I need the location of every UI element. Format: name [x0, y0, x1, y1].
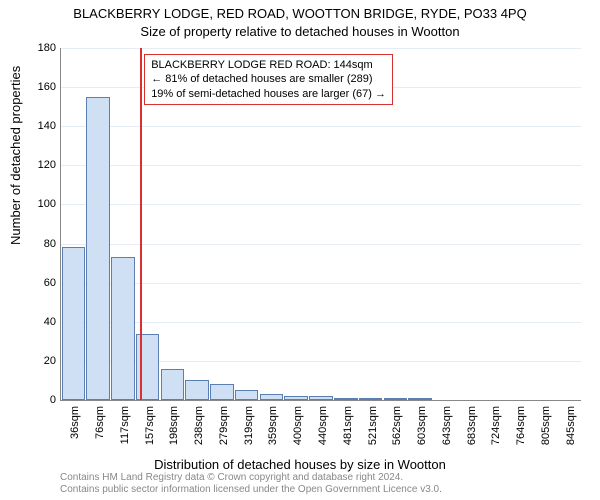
annotation-line: BLACKBERRY LODGE RED ROAD: 144sqm: [151, 58, 386, 72]
plot-area: 02040608010012014016018036sqm76sqm117sqm…: [60, 48, 580, 400]
y-tick-label: 120: [26, 159, 56, 171]
histogram-bar: [111, 257, 135, 400]
y-tick-label: 140: [26, 120, 56, 132]
x-tick-label: 521sqm: [367, 406, 379, 445]
y-tick-label: 20: [26, 355, 56, 367]
x-tick-label: 764sqm: [515, 406, 527, 445]
x-tick-label: 319sqm: [243, 406, 255, 445]
histogram-bar: [161, 369, 185, 400]
x-tick-label: 76sqm: [94, 406, 106, 439]
x-tick-label: 359sqm: [267, 406, 279, 445]
y-axis-label: Number of detached properties: [8, 66, 23, 245]
histogram-bar: [309, 396, 333, 400]
x-tick-label: 117sqm: [119, 406, 131, 444]
x-tick-label: 36sqm: [69, 406, 81, 439]
histogram-bar: [210, 384, 234, 400]
y-tick-label: 160: [26, 81, 56, 93]
x-tick-label: 845sqm: [565, 406, 577, 445]
grid-area: 02040608010012014016018036sqm76sqm117sqm…: [60, 48, 581, 401]
histogram-bar: [384, 398, 408, 400]
histogram-bar: [62, 247, 86, 400]
y-tick-label: 60: [26, 277, 56, 289]
x-tick-label: 683sqm: [466, 406, 478, 445]
y-tick-label: 180: [26, 42, 56, 54]
x-tick-label: 603sqm: [416, 406, 428, 445]
chart-title: BLACKBERRY LODGE, RED ROAD, WOOTTON BRID…: [0, 6, 600, 21]
histogram-bar: [185, 380, 209, 400]
x-tick-label: 238sqm: [193, 406, 205, 445]
footer-line1: Contains HM Land Registry data © Crown c…: [60, 472, 442, 484]
x-tick-label: 400sqm: [292, 406, 304, 445]
x-tick-label: 198sqm: [168, 406, 180, 445]
y-tick-label: 80: [26, 238, 56, 250]
chart-subtitle: Size of property relative to detached ho…: [0, 24, 600, 39]
annotation-line: ← 81% of detached houses are smaller (28…: [151, 72, 386, 86]
x-axis-label: Distribution of detached houses by size …: [0, 457, 600, 472]
annotation-line: 19% of semi-detached houses are larger (…: [151, 87, 386, 101]
histogram-bar: [359, 398, 383, 400]
y-tick-label: 0: [26, 394, 56, 406]
histogram-bar: [284, 396, 308, 400]
x-tick-label: 157sqm: [144, 406, 156, 445]
x-tick-label: 643sqm: [441, 406, 453, 445]
x-tick-label: 805sqm: [540, 406, 552, 445]
histogram-bar: [260, 394, 284, 400]
y-tick-label: 100: [26, 198, 56, 210]
histogram-bar: [334, 398, 358, 400]
footer-attribution: Contains HM Land Registry data © Crown c…: [60, 472, 442, 496]
histogram-bar: [235, 390, 259, 400]
footer-line2: Contains public sector information licen…: [60, 484, 442, 496]
histogram-bar: [86, 97, 110, 400]
x-tick-label: 562sqm: [391, 406, 403, 445]
y-tick-label: 40: [26, 316, 56, 328]
histogram-bar: [408, 398, 432, 400]
reference-line: [140, 48, 142, 400]
x-tick-label: 481sqm: [342, 406, 354, 445]
x-tick-label: 279sqm: [218, 406, 230, 445]
x-tick-label: 440sqm: [317, 406, 329, 445]
x-tick-label: 724sqm: [490, 406, 502, 445]
annotation-box: BLACKBERRY LODGE RED ROAD: 144sqm← 81% o…: [144, 54, 393, 105]
